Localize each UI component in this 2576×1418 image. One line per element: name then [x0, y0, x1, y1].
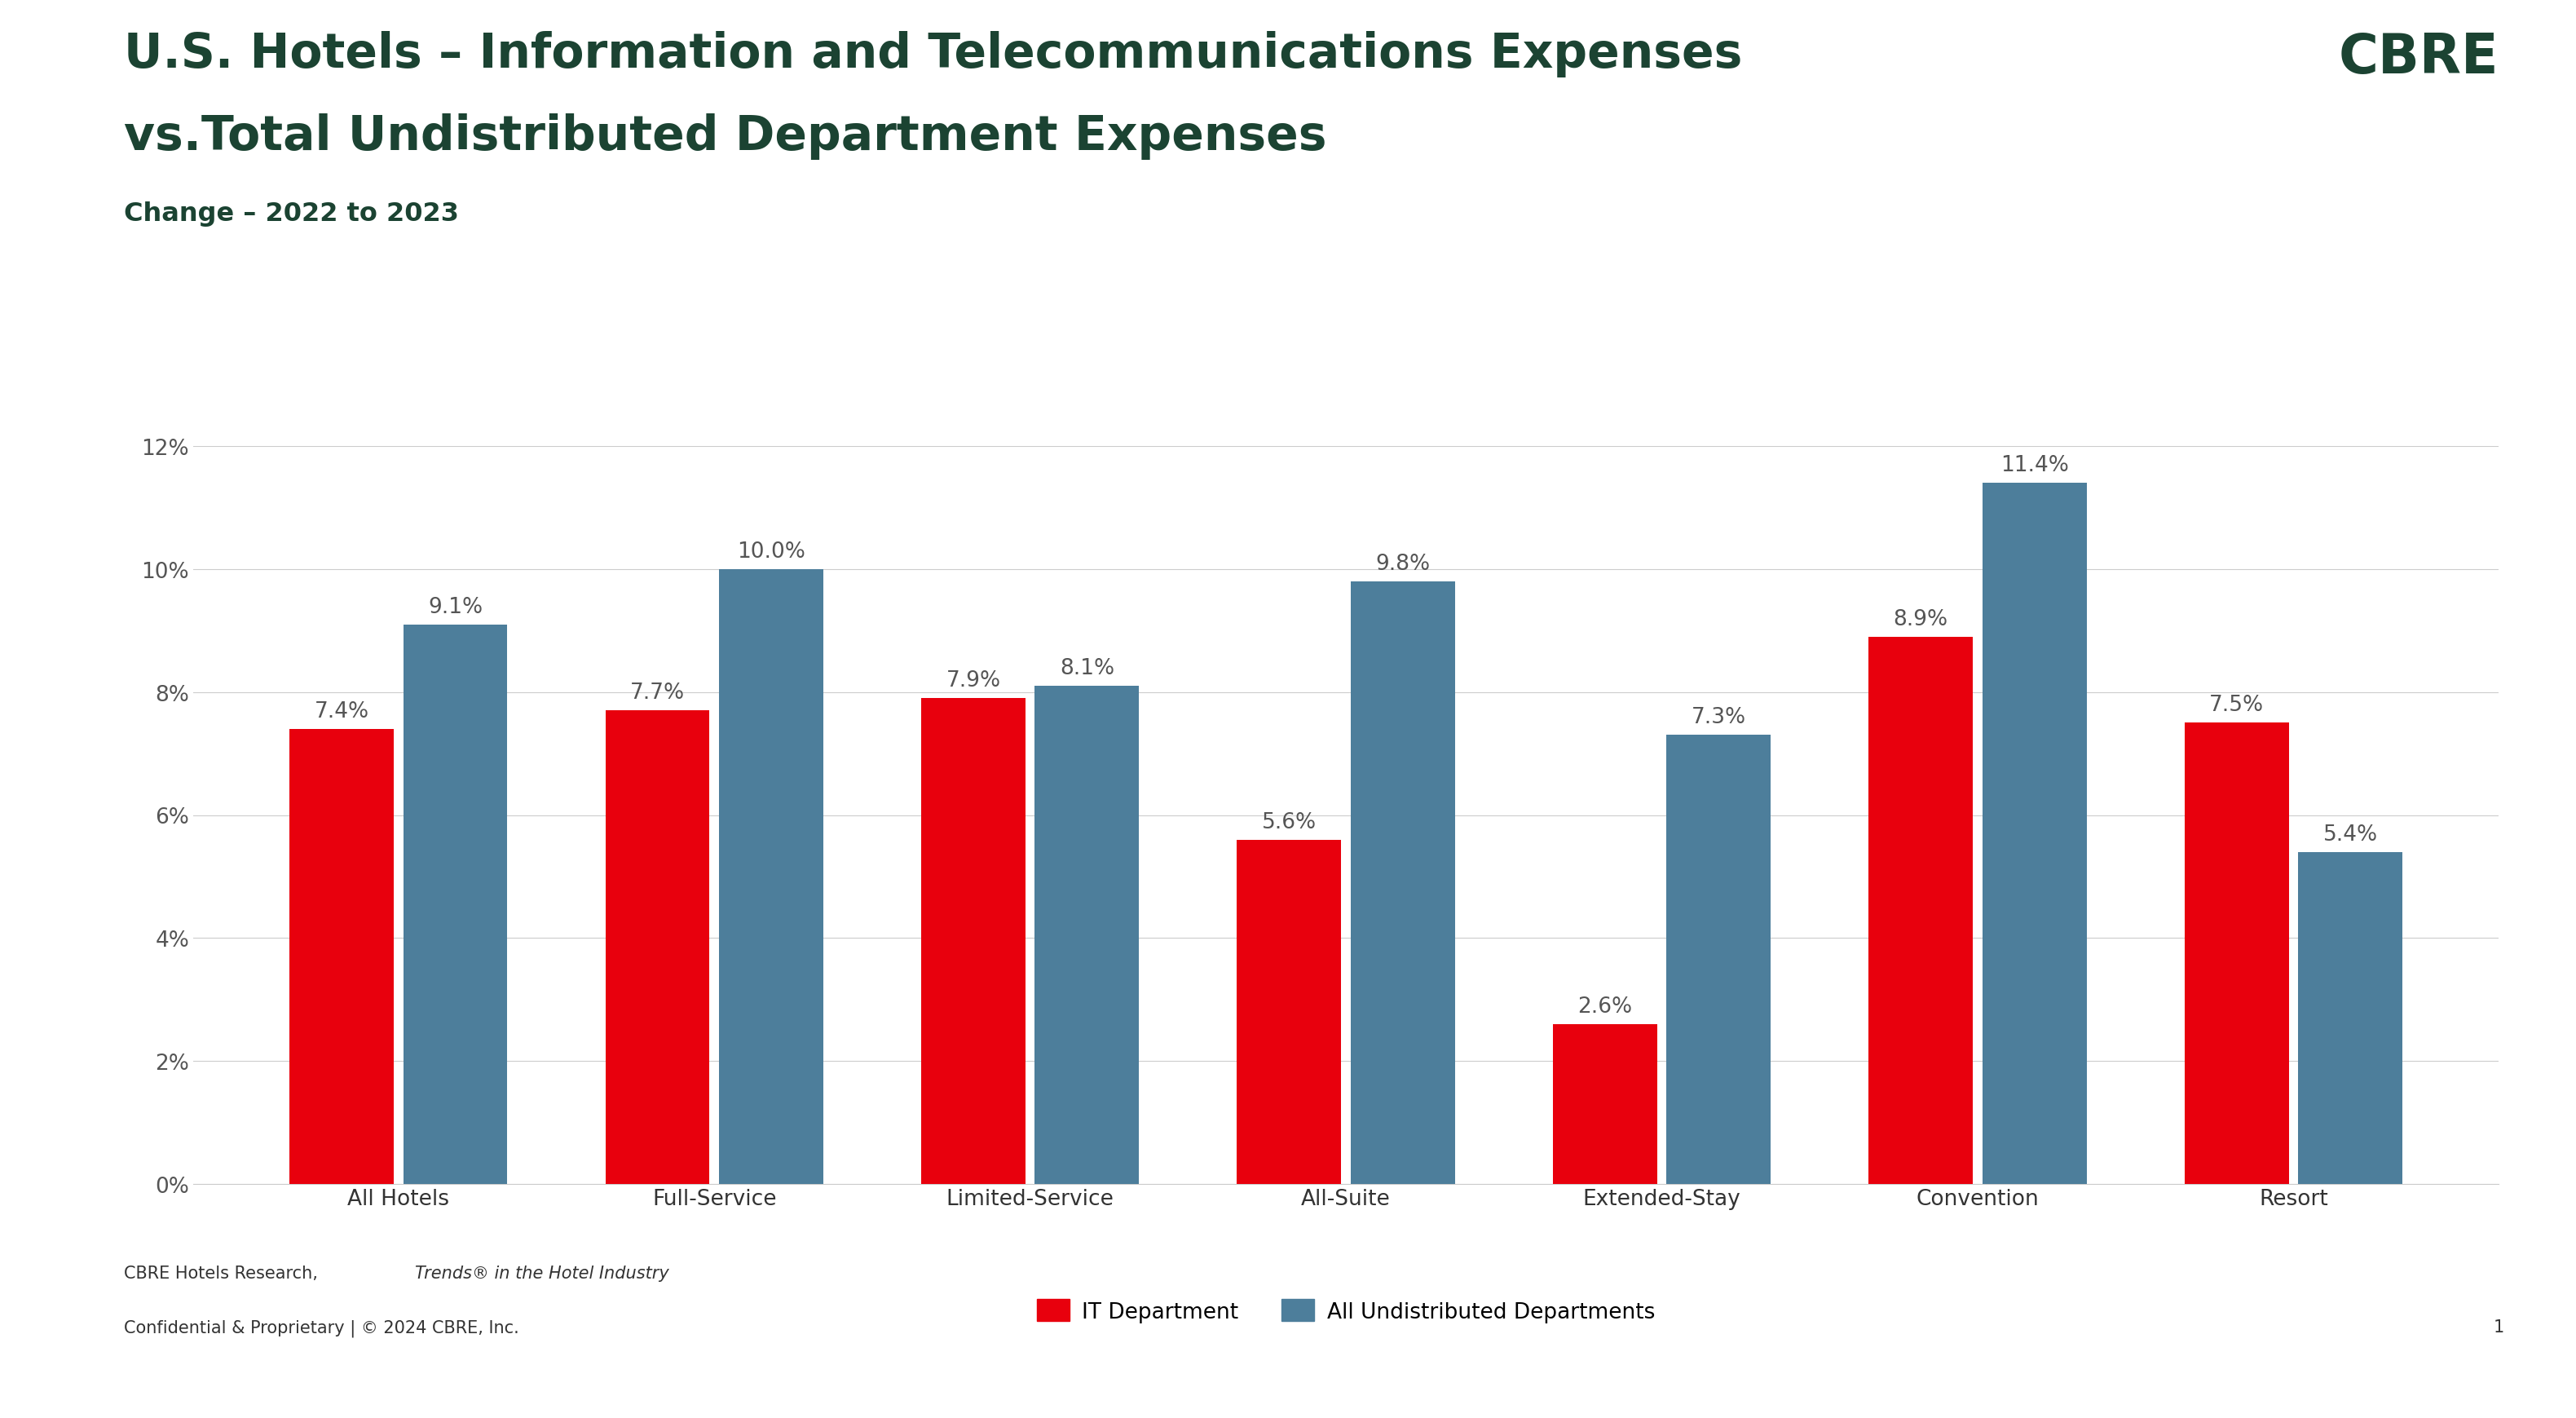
Text: U.S. Hotels – Information and Telecommunications Expenses: U.S. Hotels – Information and Telecommun…	[124, 31, 1741, 78]
Bar	[1984, 484, 2087, 1184]
Text: 9.8%: 9.8%	[1376, 553, 1430, 574]
Bar	[1350, 581, 1455, 1184]
Bar	[1868, 637, 1973, 1184]
Text: 11.4%: 11.4%	[2002, 455, 2069, 476]
Text: 8.1%: 8.1%	[1059, 658, 1115, 679]
Bar	[1236, 839, 1342, 1184]
Text: CBRE Hotels Research,: CBRE Hotels Research,	[124, 1265, 322, 1280]
Text: 10.0%: 10.0%	[737, 542, 806, 562]
Bar	[289, 729, 394, 1184]
Bar	[922, 699, 1025, 1184]
Bar	[404, 625, 507, 1184]
Bar	[605, 710, 708, 1184]
Text: Trends® in the Hotel Industry: Trends® in the Hotel Industry	[415, 1265, 670, 1280]
Bar	[1667, 736, 1770, 1184]
Text: 7.4%: 7.4%	[314, 700, 368, 722]
Bar	[1036, 686, 1139, 1184]
Text: 5.6%: 5.6%	[1262, 811, 1316, 832]
Text: 5.4%: 5.4%	[2324, 824, 2378, 845]
Legend: IT Department, All Undistributed Departments: IT Department, All Undistributed Departm…	[1028, 1290, 1664, 1332]
Bar	[2184, 723, 2287, 1184]
Bar	[1553, 1024, 1656, 1184]
Text: CBRE: CBRE	[2339, 31, 2499, 85]
Text: 7.5%: 7.5%	[2210, 695, 2264, 716]
Text: vs.Total Undistributed Department Expenses: vs.Total Undistributed Department Expens…	[124, 113, 1327, 160]
Bar	[719, 570, 824, 1184]
Bar	[2298, 852, 2403, 1184]
Text: 8.9%: 8.9%	[1893, 608, 1947, 630]
Text: 2.6%: 2.6%	[1577, 995, 1633, 1017]
Text: 7.9%: 7.9%	[945, 671, 999, 691]
Text: 1: 1	[2494, 1319, 2504, 1334]
Text: 9.1%: 9.1%	[428, 597, 482, 617]
Text: Confidential & Proprietary | © 2024 CBRE, Inc.: Confidential & Proprietary | © 2024 CBRE…	[124, 1319, 518, 1336]
Text: 7.3%: 7.3%	[1692, 708, 1747, 727]
Text: 7.7%: 7.7%	[631, 682, 685, 703]
Text: Change – 2022 to 2023: Change – 2022 to 2023	[124, 201, 459, 227]
